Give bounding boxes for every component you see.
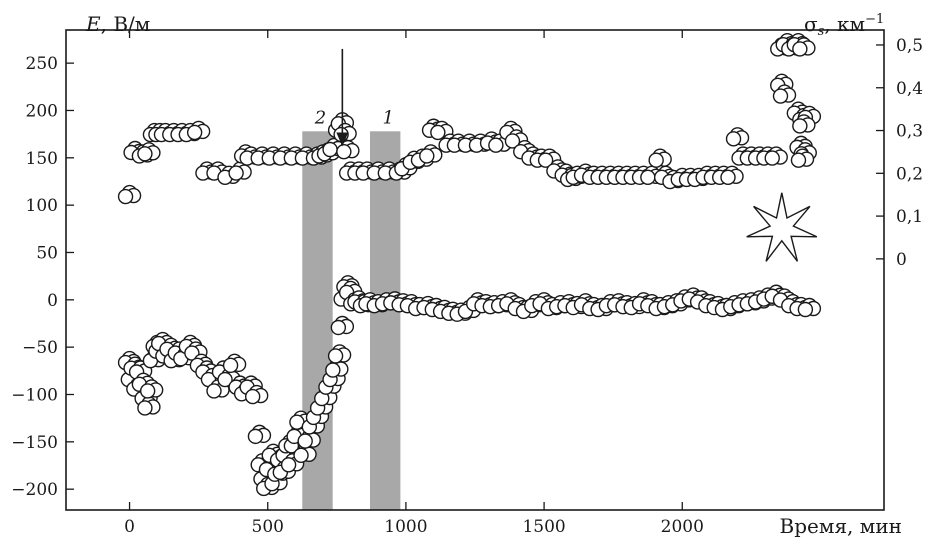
y-left-tick-label: 200: [26, 101, 58, 121]
axis-ticks: 0 500 1000 1500 2000−200−150−100−50050100150…: [11, 30, 923, 537]
y-left-tick-label: −200: [11, 480, 58, 500]
y-left-axis-title: E, В/м: [85, 12, 150, 36]
data-point-s0-56-dup2: [327, 348, 344, 364]
data-point-s0-31-dup2: [247, 428, 264, 445]
data-point-s0-8-dup2: [139, 383, 156, 399]
data-point-s1-10-dup2: [186, 124, 203, 141]
arrow-head: [336, 132, 349, 147]
data-point-s1-29-dup2: [336, 143, 352, 160]
y-right-tick-label: 0,5: [896, 36, 923, 56]
y-right-tick-label: 0,2: [896, 164, 923, 184]
data-point-s1-0-dup2: [117, 188, 134, 205]
y-left-tick-label: 50: [36, 243, 58, 263]
y-right-tick-label: 0: [896, 250, 907, 270]
x-tick-label: 500: [252, 517, 284, 537]
data-point-s1-93-dup2: [792, 118, 808, 134]
data-point-s1-87-dup2: [792, 41, 808, 57]
y-left-tick-label: −50: [22, 338, 58, 358]
data-point-s1-76-dup2: [720, 169, 736, 186]
data-point-s1-96-dup2: [790, 152, 807, 168]
y-right-tick-label: 0,1: [896, 207, 923, 227]
y-left-tick-label: 0: [47, 291, 58, 311]
data-point-s0-43-dup2: [280, 457, 297, 473]
shaded-band-1: [369, 131, 401, 511]
data-point-s0-7-dup2: [137, 400, 153, 416]
data-point-s1-66-dup2: [640, 169, 656, 186]
data-point-s1-82-dup2: [764, 150, 780, 166]
data-point-s0-47-dup2: [293, 447, 309, 464]
y-left-tick-label: −100: [11, 385, 58, 405]
y-left-tick-label: 150: [26, 149, 58, 169]
data-point-s1-3-dup2: [137, 146, 153, 162]
data-point-s0-57-dup2: [330, 319, 347, 336]
data-point-s0-55-dup2: [325, 362, 341, 378]
star-marker: [746, 192, 818, 262]
x-tick-label: 0: [124, 517, 135, 537]
data-point-s0-30-dup2: [244, 388, 261, 405]
data-points: [117, 32, 822, 497]
data-point-s0-117-dup2: [797, 301, 814, 318]
data-point-s1-67-dup2: [648, 152, 664, 168]
data-point-s1-49-dup2: [504, 133, 521, 149]
y-left-tick-label: 250: [26, 54, 58, 74]
band-label-1: 1: [382, 107, 393, 128]
annotations: [336, 48, 818, 262]
x-tick-label: 1000: [384, 517, 427, 537]
y-right-tick-label: 0,4: [896, 79, 923, 99]
data-point-s1-53-dup2: [537, 152, 554, 168]
data-point-s0-48-dup2: [297, 433, 313, 449]
y-right-axis-title: σs, км−1: [804, 12, 884, 39]
data-point-s1-14-dup2: [228, 165, 244, 181]
x-tick-label: 2000: [661, 517, 704, 537]
data-point-s0-25-dup2: [217, 371, 233, 388]
y-left-tick-label: 100: [26, 196, 58, 216]
data-point-s1-47-dup2: [488, 137, 504, 153]
band-label-2: 2: [314, 107, 326, 128]
x-axis-title: Время, мин: [780, 514, 902, 538]
y-right-tick-label: 0,3: [896, 122, 923, 142]
data-point-s1-41-dup2: [430, 124, 446, 141]
data-point-s1-39-dup2: [419, 148, 435, 164]
data-point-s0-23-dup2: [206, 383, 222, 399]
data-point-s0-26-dup2: [222, 357, 239, 374]
plot-frame: [65, 29, 885, 511]
data-point-s1-25-dup2: [322, 141, 338, 158]
data-point-s1-89-dup2: [772, 88, 789, 104]
data-point-s1-77-dup2: [725, 131, 742, 147]
y-left-tick-label: −150: [11, 433, 58, 453]
x-tick-label: 1500: [522, 517, 565, 537]
